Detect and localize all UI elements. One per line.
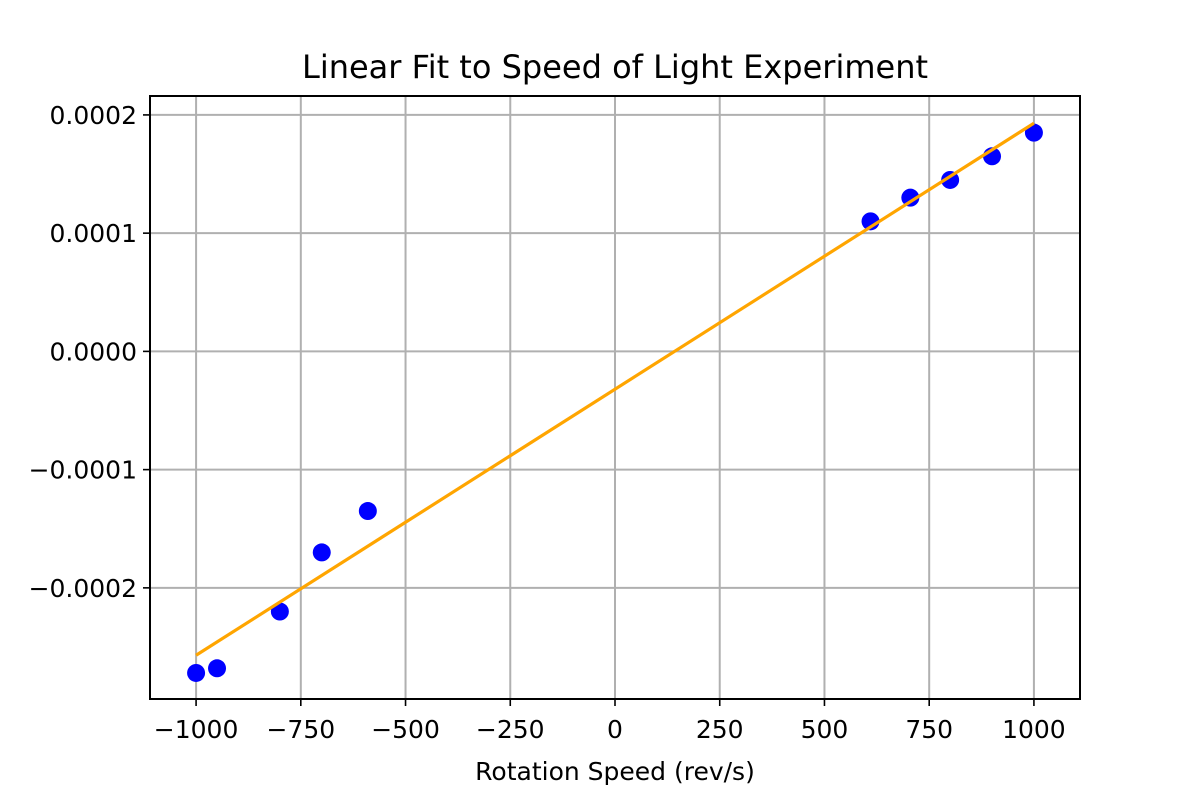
x-tick-label: 250 — [696, 715, 744, 744]
data-point — [941, 170, 960, 189]
x-tick-label: 750 — [905, 715, 953, 744]
y-tick-label: −0.0001 — [29, 456, 137, 485]
plot-series — [187, 121, 1043, 682]
grid — [150, 96, 1080, 699]
data-point — [208, 659, 227, 678]
data-point — [901, 188, 920, 207]
x-axis-label: Rotation Speed (rev/s) — [475, 757, 755, 786]
data-point — [312, 543, 331, 562]
x-tick-label: −250 — [476, 715, 545, 744]
y-tick-label: 0.0000 — [50, 337, 137, 366]
x-tick-label: 500 — [801, 715, 849, 744]
y-tick-label: −0.0002 — [29, 574, 137, 603]
data-point — [270, 602, 289, 621]
y-tick-label: 0.0002 — [50, 101, 137, 130]
axis-ticks: −1000 −750 −500 −250 0 250 500 750 1000 0.0002 0.0… — [29, 101, 1066, 744]
data-point — [358, 502, 377, 521]
data-point — [1024, 123, 1043, 142]
x-tick-label: 1000 — [1002, 715, 1066, 744]
x-tick-label: −750 — [266, 715, 335, 744]
data-point — [187, 663, 206, 682]
x-tick-label: −1000 — [154, 715, 239, 744]
chart-title: Linear Fit to Speed of Light Experiment — [302, 48, 928, 86]
y-tick-label: 0.0001 — [50, 219, 137, 248]
fit-line — [195, 121, 1035, 657]
x-tick-label: −500 — [371, 715, 440, 744]
x-tick-label: 0 — [607, 715, 623, 744]
